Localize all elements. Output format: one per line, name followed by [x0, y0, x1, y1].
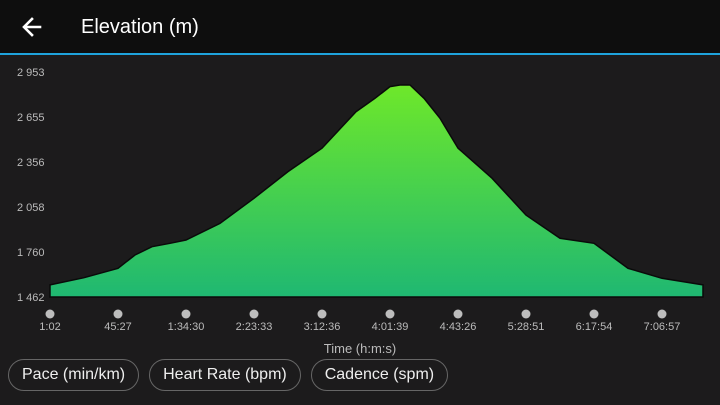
x-tick-label: 1:34:30 — [168, 321, 205, 333]
y-tick-label: 1 760 — [17, 247, 45, 259]
x-tick-label: 4:43:26 — [440, 321, 477, 333]
x-tick-label: 1:02 — [39, 321, 60, 333]
metric-buttons: Pace (min/km) Heart Rate (bpm) Cadence (… — [8, 359, 449, 391]
x-tick-label: 45:27 — [104, 321, 132, 333]
x-tick-marker — [657, 309, 667, 319]
y-axis: 1 462 1 760 2 058 2 356 2 655 2 953 — [17, 67, 45, 304]
x-axis: 1:02 45:27 1:34:30 2:23:33 3:12:36 4:01:39 4:4… — [39, 309, 681, 333]
x-tick-marker — [385, 309, 395, 319]
cadence-button[interactable]: Cadence (spm) — [310, 359, 449, 391]
x-tick-marker — [113, 309, 123, 319]
x-tick-marker — [181, 309, 191, 319]
x-tick-marker — [249, 309, 259, 319]
x-tick-marker — [589, 309, 599, 319]
x-tick-marker — [521, 309, 531, 319]
y-tick-label: 2 356 — [17, 157, 45, 169]
elevation-chart: 1 462 1 760 2 058 2 356 2 655 2 953 1:02 45:27… — [17, 67, 704, 333]
heart-rate-button[interactable]: Heart Rate (bpm) — [149, 359, 301, 391]
x-tick-marker — [453, 309, 463, 319]
y-tick-label: 1 462 — [17, 292, 45, 304]
x-axis-title: Time (h:m:s) — [323, 341, 397, 356]
x-tick-label: 7:06:57 — [644, 321, 681, 333]
page-title: Elevation (m) — [81, 16, 199, 38]
y-tick-label: 2 655 — [17, 112, 45, 124]
back-button[interactable] — [18, 12, 48, 42]
x-tick-label: 3:12:36 — [304, 321, 341, 333]
app-header: Elevation (m) — [0, 0, 720, 55]
y-tick-label: 2 953 — [17, 67, 45, 79]
x-tick-label: 4:01:39 — [372, 321, 409, 333]
pace-button[interactable]: Pace (min/km) — [8, 359, 140, 391]
x-tick-label: 5:28:51 — [508, 321, 545, 333]
x-tick-marker — [317, 309, 327, 319]
x-tick-marker — [45, 309, 55, 319]
x-tick-label: 2:23:33 — [236, 321, 273, 333]
elevation-area — [49, 84, 704, 298]
x-tick-label: 6:17:54 — [576, 321, 613, 333]
y-tick-label: 2 058 — [17, 202, 45, 214]
arrow-left-icon — [22, 17, 42, 37]
